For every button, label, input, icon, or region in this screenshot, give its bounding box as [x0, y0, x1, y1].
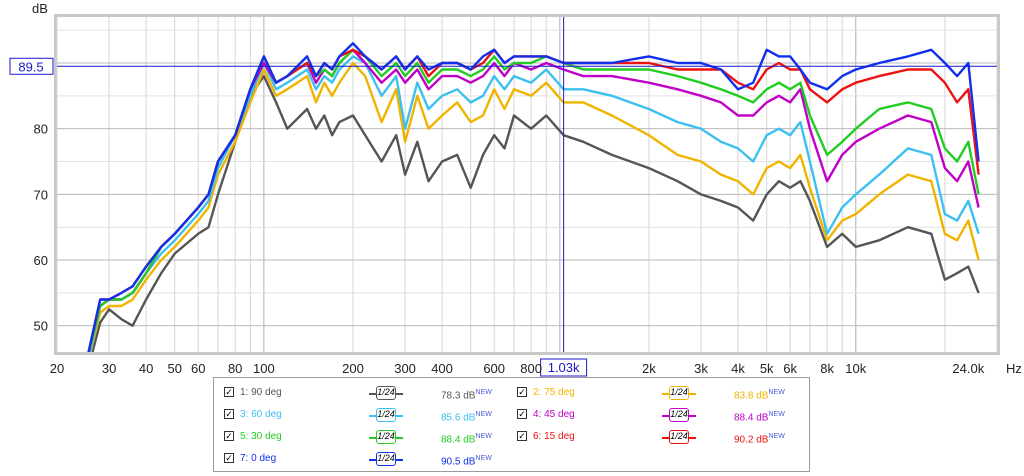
legend-item[interactable]: ✓ 2: 75 deg 1/24 83.8 dBNEW	[517, 383, 802, 403]
x-tick-label: 3k	[694, 361, 708, 376]
x-tick-label: 200	[342, 361, 364, 376]
x-tick-label: 24.0k	[952, 361, 984, 376]
x-tick-label: 10k	[845, 361, 866, 376]
legend-level: 90.5 dBNEW	[441, 455, 492, 468]
legend-checkbox[interactable]: ✓	[517, 387, 527, 397]
x-tick-label: 40	[139, 361, 153, 376]
y-tick-label: 50	[34, 319, 48, 334]
x-tick-label: 60	[191, 361, 205, 376]
legend-checkbox[interactable]: ✓	[517, 431, 527, 441]
y-tick-label: 80	[34, 122, 48, 137]
legend-checkbox[interactable]: ✓	[224, 453, 234, 463]
legend-checkbox[interactable]: ✓	[517, 409, 527, 419]
legend-level: 78.3 dBNEW	[441, 389, 492, 402]
legend-series-name: 4: 45 deg	[533, 409, 575, 420]
cursor-freq-box	[540, 358, 588, 377]
smoothing-value: 1/24	[669, 430, 689, 444]
x-tick-label: 50	[168, 361, 182, 376]
smoothing-indicator[interactable]: 1/24	[662, 430, 696, 444]
legend-level: 88.4 dBNEW	[441, 433, 492, 446]
legend-level: 83.8 dBNEW	[734, 389, 785, 402]
smoothing-indicator[interactable]: 1/24	[662, 408, 696, 422]
x-tick-label: 4k	[731, 361, 745, 376]
legend-item[interactable]: ✓ 7: 0 deg 1/24 90.5 dBNEW	[224, 449, 509, 469]
series-line-7	[87, 42, 980, 352]
x-tick-label: 80	[228, 361, 242, 376]
series-line-3	[88, 55, 980, 352]
cursor-db-box	[9, 57, 54, 75]
legend-checkbox[interactable]: ✓	[224, 387, 234, 397]
legend-item[interactable]: ✓ 5: 30 deg 1/24 88.4 dBNEW	[224, 427, 509, 447]
x-tick-label: 800	[520, 361, 542, 376]
smoothing-indicator[interactable]: 1/24	[369, 386, 403, 400]
legend-item[interactable]: ✓ 4: 45 deg 1/24 88.4 dBNEW	[517, 405, 802, 425]
frequency-response-chart[interactable]: 89.5 1.03k dB 50 60 70 80 20 30 40 50 60 80 100 200 30…	[0, 0, 1024, 380]
legend-series-name: 2: 75 deg	[533, 387, 575, 398]
x-axis-unit: Hz	[1006, 361, 1022, 376]
x-tick-label: 2k	[642, 361, 656, 376]
legend-series-name: 3: 60 deg	[240, 409, 282, 420]
smoothing-value: 1/24	[376, 408, 396, 422]
x-tick-label: 8k	[820, 361, 834, 376]
smoothing-indicator[interactable]: 1/24	[662, 386, 696, 400]
cursor-db-label: 89.5	[18, 59, 43, 74]
legend-level: 90.2 dBNEW	[734, 433, 785, 446]
legend-series-name: 6: 15 deg	[533, 431, 575, 442]
x-tick-label: 20	[50, 361, 64, 376]
legend-series-name: 7: 0 deg	[240, 453, 277, 464]
smoothing-indicator[interactable]: 1/24	[369, 452, 403, 466]
smoothing-value: 1/24	[376, 430, 396, 444]
legend-series-name: 1: 90 deg	[240, 387, 282, 398]
smoothing-value: 1/24	[376, 452, 396, 466]
cursor-freq-label: 1.03k	[548, 360, 580, 375]
legend-level: 85.6 dBNEW	[441, 411, 492, 424]
series-line-1	[91, 74, 980, 352]
legend-item[interactable]: ✓ 1: 90 deg 1/24 78.3 dBNEW	[224, 383, 509, 403]
y-axis-title: dB	[32, 1, 48, 16]
legend-checkbox[interactable]: ✓	[224, 431, 234, 441]
x-tick-label: 5k	[760, 361, 774, 376]
smoothing-value: 1/24	[669, 386, 689, 400]
y-tick-label: 70	[34, 187, 48, 202]
x-tick-label: 300	[394, 361, 416, 376]
legend-level: 88.4 dBNEW	[734, 411, 785, 424]
legend-series-name: 5: 30 deg	[240, 431, 282, 442]
series-line-2	[89, 61, 980, 352]
legend-checkbox[interactable]: ✓	[224, 409, 234, 419]
legend-panel: ✓ 1: 90 deg 1/24 78.3 dBNEW ✓ 2: 75 deg 1/24 83…	[213, 377, 810, 472]
x-tick-label: 100	[253, 361, 275, 376]
x-tick-label: 600	[483, 361, 505, 376]
smoothing-indicator[interactable]: 1/24	[369, 430, 403, 444]
smoothing-value: 1/24	[376, 386, 396, 400]
smoothing-indicator[interactable]: 1/24	[369, 408, 403, 422]
smoothing-value: 1/24	[669, 408, 689, 422]
legend-item[interactable]: ✓ 6: 15 deg 1/24 90.2 dBNEW	[517, 427, 802, 447]
x-tick-label: 30	[102, 361, 116, 376]
legend-item[interactable]: ✓ 3: 60 deg 1/24 85.6 dBNEW	[224, 405, 509, 425]
x-tick-label: 6k	[783, 361, 797, 376]
x-tick-label: 400	[431, 361, 453, 376]
y-tick-label: 60	[34, 253, 48, 268]
